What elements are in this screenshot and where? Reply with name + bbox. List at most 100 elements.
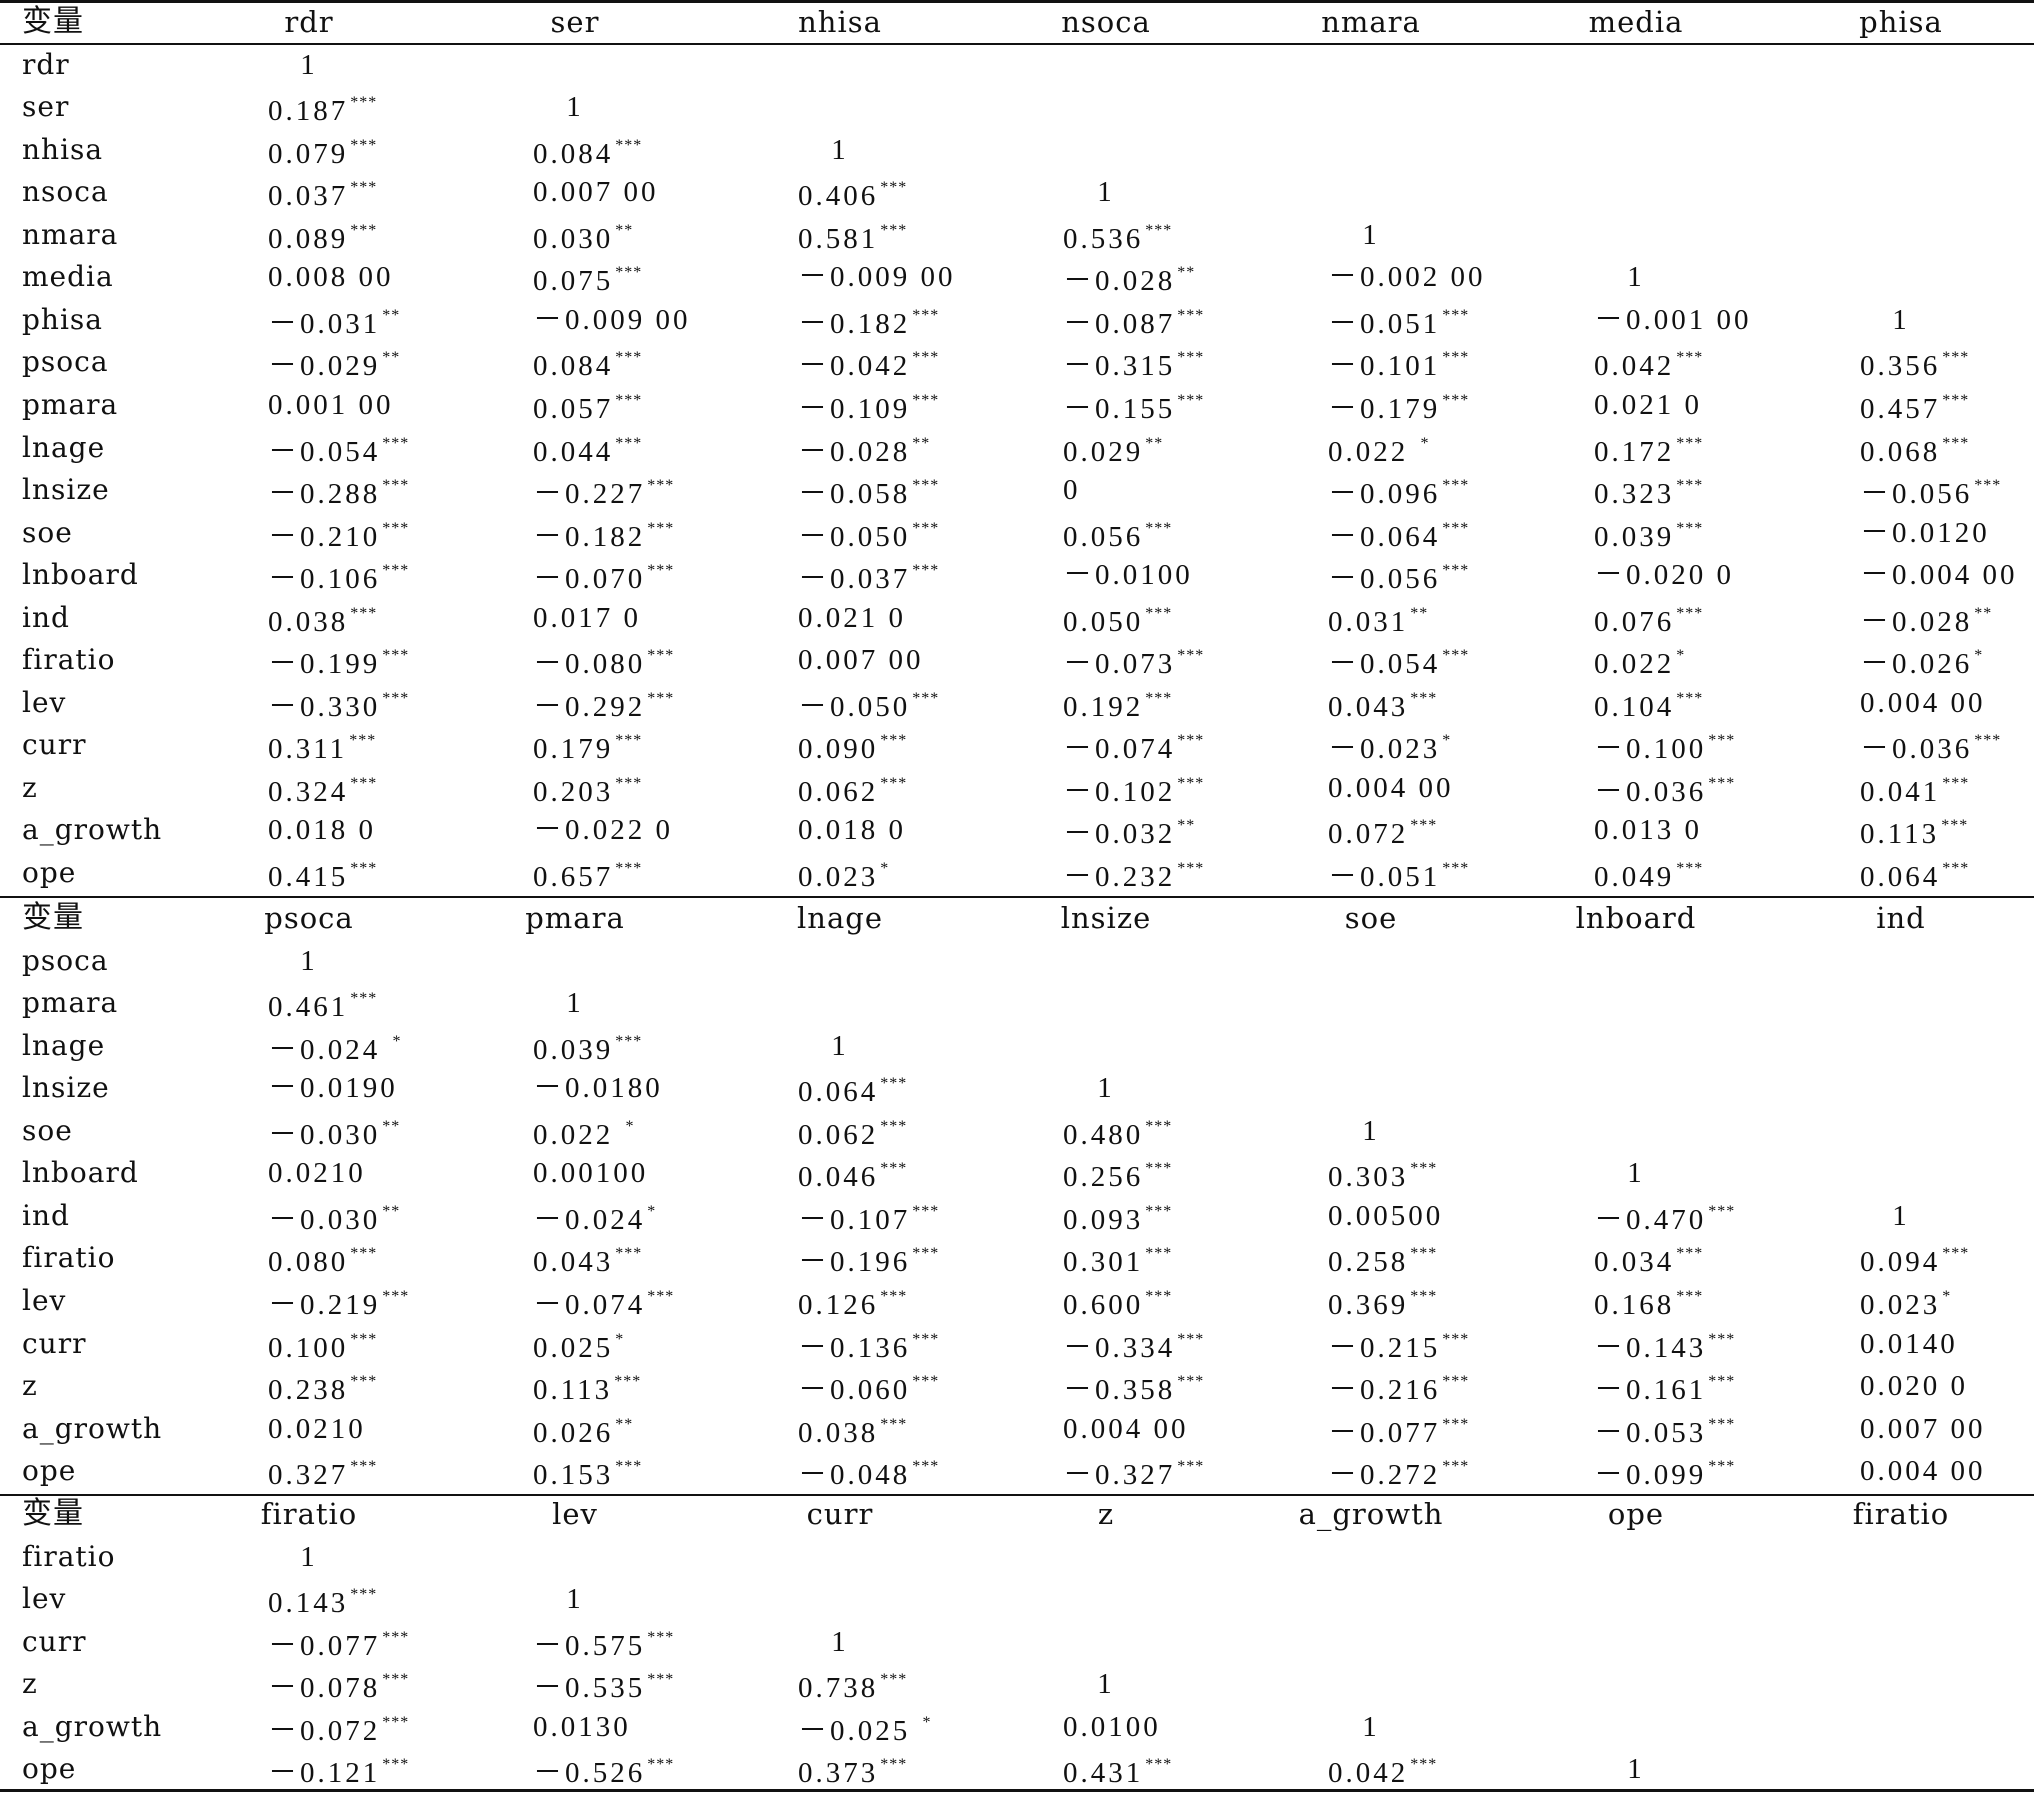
- correlation-cell: 0.192 ***: [1063, 689, 1173, 723]
- correlation-cell: 0.057 ***: [533, 391, 643, 425]
- row-variable: ind: [22, 600, 70, 634]
- correlation-cell: 0.004 00: [1063, 1412, 1189, 1445]
- correlation-cell: 0.023 *: [798, 860, 890, 893]
- correlation-cell: 0.153 ***: [533, 1458, 643, 1492]
- correlation-cell: 0.084 ***: [533, 136, 643, 170]
- correlation-cell: 0.172 ***: [1594, 434, 1704, 468]
- correlation-cell: 0.022 *: [1328, 434, 1430, 468]
- correlation-cell: 0.041 ***: [1860, 774, 1970, 808]
- row-variable: firatio: [22, 1241, 116, 1275]
- correlation-cell: 1: [1892, 1199, 1910, 1232]
- correlation-cell: 0: [1063, 474, 1081, 507]
- correlation-cell: 0.311 ***: [268, 732, 377, 766]
- correlation-cell: 0.056 ***: [1063, 519, 1173, 553]
- correlation-cell: －0.020 0: [1594, 559, 1735, 592]
- row-variable: firatio: [22, 643, 116, 677]
- correlation-cell: －0.031 **: [268, 306, 401, 340]
- correlation-cell: －0.077 ***: [268, 1628, 410, 1662]
- correlation-cell: 0.258 ***: [1328, 1245, 1438, 1279]
- correlation-cell: 1: [1892, 303, 1910, 336]
- row-variable: psoca: [22, 943, 109, 977]
- row-variable: curr: [22, 1326, 87, 1360]
- correlation-cell: 0.046 ***: [798, 1160, 908, 1194]
- correlation-cell: 0.007 00: [798, 644, 924, 677]
- row-variable: soe: [22, 1113, 73, 1147]
- correlation-cell: 0.094 ***: [1860, 1245, 1970, 1279]
- correlation-cell: －0.143 ***: [1594, 1330, 1736, 1364]
- correlation-cell: －0.0180: [533, 1072, 663, 1105]
- correlation-cell: －0.087 ***: [1063, 306, 1205, 340]
- correlation-cell: －0.102 ***: [1063, 774, 1205, 808]
- correlation-cell: －0.107 ***: [798, 1202, 940, 1236]
- correlation-cell: 0.179 ***: [533, 732, 643, 766]
- correlation-cell: －0.036 ***: [1594, 774, 1736, 808]
- correlation-cell: －0.327 ***: [1063, 1458, 1205, 1492]
- correlation-cell: －0.009 00: [798, 261, 956, 294]
- column-header: nsoca: [1061, 5, 1151, 39]
- correlation-cell: 0.018 0: [798, 814, 906, 847]
- correlation-cell: 1: [1362, 1710, 1380, 1743]
- correlation-cell: －0.334 ***: [1063, 1330, 1205, 1364]
- correlation-cell: 0.018 0: [268, 814, 376, 847]
- correlation-cell: 0.0130: [533, 1710, 631, 1743]
- column-header: media: [1588, 5, 1684, 39]
- row-variable: a_growth: [22, 1411, 163, 1445]
- row-variable: ind: [22, 1198, 70, 1232]
- row-variable: a_growth: [22, 813, 163, 847]
- table-rule: [0, 0, 2034, 3]
- correlation-cell: －0.024 *: [268, 1032, 402, 1066]
- table-rule: [0, 896, 2034, 898]
- correlation-cell: 0.168 ***: [1594, 1287, 1704, 1321]
- correlation-cell: －0.292 ***: [533, 689, 675, 723]
- correlation-cell: 0.025 *: [533, 1330, 625, 1364]
- column-header: firatio: [260, 1497, 358, 1531]
- table-rule: [0, 43, 2034, 45]
- correlation-cell: －0.072 ***: [268, 1713, 410, 1747]
- column-header: phisa: [1859, 5, 1943, 39]
- row-variable: lnage: [22, 1028, 106, 1062]
- correlation-cell: －0.058 ***: [798, 477, 940, 511]
- correlation-cell: 0.042 ***: [1594, 349, 1704, 383]
- row-variable: z: [22, 770, 38, 804]
- correlation-cell: 0.062 ***: [798, 774, 908, 808]
- row-variable: curr: [22, 728, 87, 762]
- correlation-cell: －0.096 ***: [1328, 477, 1470, 511]
- row-variable: psoca: [22, 345, 109, 379]
- correlation-cell: －0.053 ***: [1594, 1415, 1736, 1449]
- correlation-cell: 0.023 *: [1860, 1287, 1952, 1321]
- row-variable: lnsize: [22, 473, 110, 507]
- correlation-cell: －0.074 ***: [533, 1287, 675, 1321]
- correlation-cell: 1: [831, 1029, 849, 1062]
- column-header: firatio: [1852, 1497, 1950, 1531]
- correlation-cell: 0.657 ***: [533, 860, 643, 893]
- correlation-cell: －0.155 ***: [1063, 391, 1205, 425]
- row-variable: rdr: [22, 47, 70, 81]
- correlation-cell: －0.161 ***: [1594, 1373, 1736, 1407]
- correlation-cell: 1: [566, 1583, 584, 1616]
- correlation-cell: －0.028 **: [1063, 264, 1196, 298]
- correlation-cell: 1: [566, 987, 584, 1020]
- row-variable: ope: [22, 856, 77, 889]
- column-header: soe: [1344, 901, 1398, 935]
- correlation-cell: －0.028 **: [1860, 604, 1993, 638]
- correlation-cell: 0.013 0: [1594, 814, 1702, 847]
- correlation-cell: 0.031 **: [1328, 604, 1429, 638]
- correlation-cell: －0.051 ***: [1328, 306, 1470, 340]
- correlation-cell: 0.00500: [1328, 1199, 1444, 1232]
- correlation-cell: 0.004 00: [1860, 686, 1986, 719]
- correlation-cell: 0.090 ***: [798, 732, 908, 766]
- correlation-cell: 0.581 ***: [798, 221, 908, 255]
- column-header: lev: [552, 1497, 598, 1531]
- correlation-cell: 0.064 ***: [798, 1075, 908, 1109]
- correlation-cell: －0.288 ***: [268, 477, 410, 511]
- correlation-cell: 0.0210: [268, 1412, 366, 1445]
- correlation-cell: 0.038 ***: [798, 1415, 908, 1449]
- correlation-cell: 0.415 ***: [268, 860, 378, 893]
- row-variable: ser: [22, 90, 70, 124]
- correlation-cell: －0.100 ***: [1594, 732, 1736, 766]
- correlation-cell: －0.315 ***: [1063, 349, 1205, 383]
- correlation-cell: －0.216 ***: [1328, 1373, 1470, 1407]
- correlation-cell: 0.323 ***: [1594, 477, 1704, 511]
- correlation-cell: －0.121 ***: [268, 1756, 410, 1790]
- correlation-cell: 0.022 *: [533, 1117, 635, 1151]
